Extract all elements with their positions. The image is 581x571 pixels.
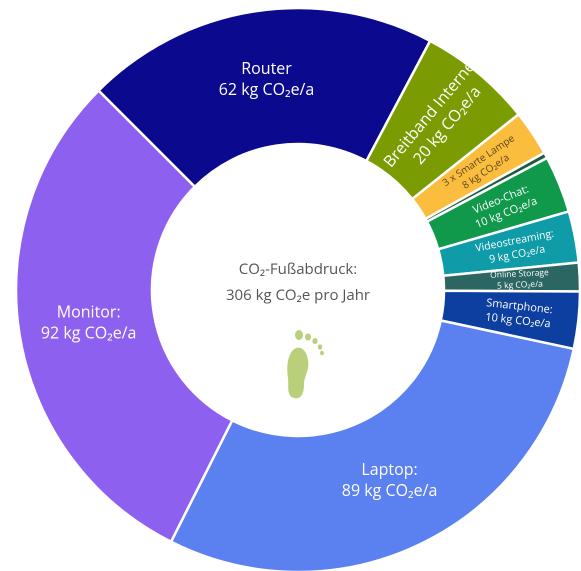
segment-label: Online Storage	[490, 267, 549, 281]
donut-segment	[169, 319, 576, 571]
center-title: CO₂-Fußabdruck:	[239, 259, 357, 279]
segment-value-label: 10 kg CO₂e/a	[485, 309, 552, 331]
segment-label: Monitor:	[57, 300, 121, 322]
donut-segment	[96, 6, 432, 189]
center-total: 306 kg CO₂e pro Jahr	[226, 285, 370, 305]
segment-label: Router	[241, 57, 292, 79]
segment-label: Laptop:	[361, 458, 417, 480]
donut-segment	[14, 88, 234, 544]
segment-label: Smartphone:	[486, 295, 554, 317]
segment-value-label: 89 kg CO₂e/a	[342, 479, 438, 501]
segment-value-label: 92 kg CO₂e/a	[41, 321, 137, 343]
segment-value-label: 5 kg CO₂e/a	[497, 278, 544, 291]
footprint-icon	[287, 330, 324, 399]
segment-value-label: 62 kg CO₂e/a	[219, 78, 315, 100]
